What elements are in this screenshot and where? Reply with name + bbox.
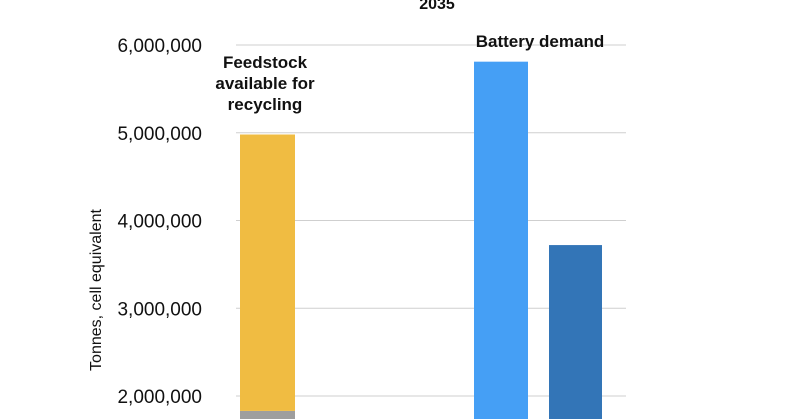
- annotations: Feedstock available for recycling Battery d…: [215, 32, 604, 114]
- y-tick-label: 6,000,000: [117, 36, 202, 57]
- bar-1-segment-0: [474, 61, 528, 419]
- annotation-line: available for: [215, 74, 315, 93]
- y-axis-label: Tonnes, cell equivalent: [88, 209, 105, 371]
- y-tick-label: 4,000,000: [117, 212, 202, 233]
- bar-0-segment-0: [240, 410, 295, 419]
- y-axis-ticks: 2,000,000 3,000,000 4,000,000 5,000,000 6,00…: [117, 36, 202, 408]
- bars: [240, 61, 602, 419]
- annotation-line: Battery demand: [476, 32, 604, 51]
- chart-title: 2035: [419, 0, 455, 13]
- y-tick-label: 3,000,000: [117, 299, 202, 320]
- y-tick-label: 2,000,000: [117, 387, 202, 408]
- annotation-0: Feedstock available for recycling: [215, 53, 315, 114]
- annotation-line: Feedstock: [223, 53, 308, 72]
- y-tick-label: 5,000,000: [117, 124, 202, 145]
- annotation-1: Battery demand: [476, 32, 604, 51]
- bar-0-segment-1: [240, 134, 295, 411]
- annotation-line: recycling: [228, 95, 303, 114]
- bar-2-segment-0: [549, 245, 602, 419]
